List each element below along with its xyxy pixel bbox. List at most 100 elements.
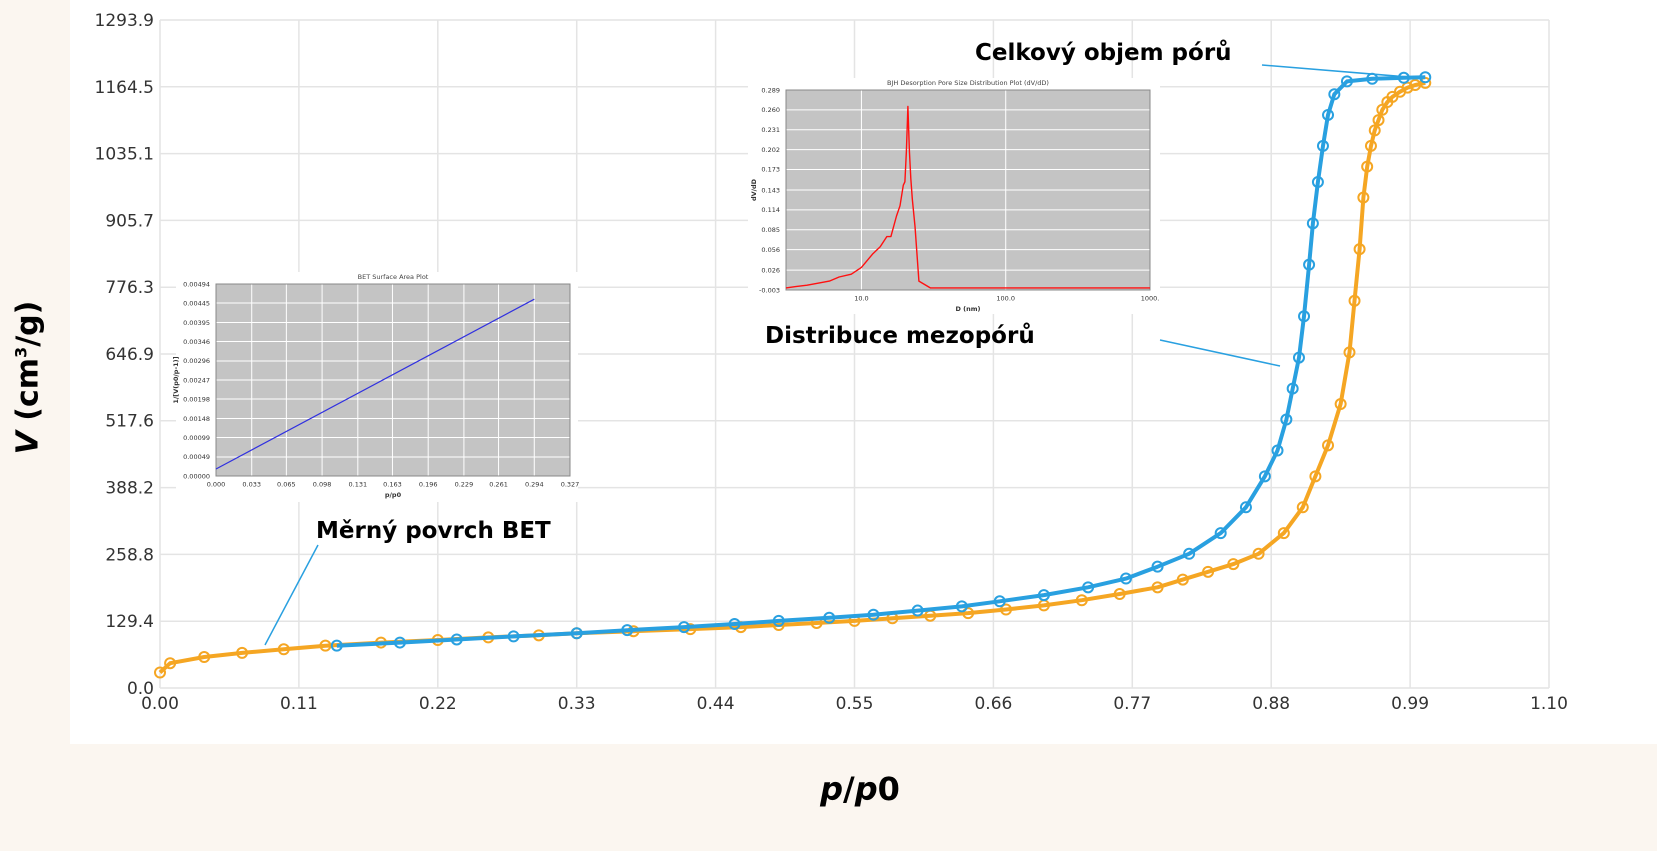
bet-inset-frame xyxy=(215,283,571,477)
bjh-inset-y-tick-label: 0.085 xyxy=(761,226,780,234)
isotherm-series-1-point xyxy=(1258,470,1271,483)
annotation-bet-surface: Měrný povrch BET xyxy=(316,518,551,544)
isotherm-series-1-point xyxy=(1292,351,1305,364)
isotherm-x-tick-label: 0.55 xyxy=(836,694,874,714)
isotherm-series-1-point xyxy=(1082,581,1095,594)
bet-inset-x-tick-label: 0.163 xyxy=(383,481,402,489)
bet-inset-y-tick-label: 0.00049 xyxy=(183,453,210,461)
bjh-inset-y-tick-label: 0.173 xyxy=(761,166,780,174)
isotherm-series-0-point xyxy=(1309,470,1322,483)
bet-inset-x-tick-label: 0.131 xyxy=(349,481,368,489)
bjh-inset-x-tick-label: 1000. xyxy=(1141,295,1160,303)
bet-inset-y-tick-label: 0.00494 xyxy=(183,280,210,288)
bet-inset-x-tick-label: 0.033 xyxy=(242,481,261,489)
bjh-inset-x-tick-label: 100.0 xyxy=(996,295,1015,303)
isotherm-series-0-point xyxy=(198,651,211,664)
bet-inset-x-tick-label: 0.000 xyxy=(207,481,226,489)
bet-inset-x-tick-label: 0.327 xyxy=(561,481,580,489)
isotherm-y-tick-label: 258.8 xyxy=(105,545,154,565)
isotherm-series-1-point xyxy=(1286,382,1299,395)
isotherm-series-0-point xyxy=(1353,243,1366,256)
isotherm-series-1-point xyxy=(450,633,463,646)
isotherm-y-tick-label: 1164.5 xyxy=(95,78,154,98)
isotherm-series-1-line xyxy=(336,75,1426,648)
x-axis-label: p/p0 xyxy=(820,770,900,808)
bjh-inset-group: 10.0 100.0 1000. -0.003 0.026 0.056 0.085 0.114… xyxy=(750,79,1159,313)
bjh-inset-y-tick-label: 0.056 xyxy=(761,246,780,254)
bjh-inset-x-tick-label: 10.0 xyxy=(854,295,868,303)
isotherm-x-tick-label: 0.77 xyxy=(1113,694,1151,714)
isotherm-series-0-point xyxy=(1277,527,1290,540)
isotherm-series-1-point xyxy=(570,627,583,640)
bet-inset-y-tick-label: 0.00247 xyxy=(183,376,210,384)
bet-inset-y-tick-label: 0.00296 xyxy=(183,357,210,365)
isotherm-y-tick-label: 776.3 xyxy=(105,278,154,298)
isotherm-series-0-point xyxy=(684,623,697,636)
isotherm-series-0-point xyxy=(236,646,249,659)
isotherm-series-1-point xyxy=(1280,413,1293,426)
isotherm-series-1-point xyxy=(1119,572,1132,585)
isotherm-y-tick-label: 517.6 xyxy=(105,412,154,432)
isotherm-series-1-point xyxy=(1151,560,1164,573)
isotherm-series-0-point xyxy=(1348,294,1361,307)
isotherm-series-0-point xyxy=(1322,439,1335,452)
isotherm-series-1-point xyxy=(1316,139,1329,152)
isotherm-series-0-point xyxy=(319,639,332,652)
isotherm-series-0-point xyxy=(1372,114,1385,127)
bjh-inset-series-0-line xyxy=(785,105,1150,289)
isotherm-y-tick-label: 646.9 xyxy=(105,345,154,365)
bjh-inset-x-axis-label: D (nm) xyxy=(955,305,980,313)
isotherm-series-0-point xyxy=(1357,191,1370,204)
bet-inset-y-tick-label: 0.00445 xyxy=(183,299,210,307)
isotherm-series-0-point xyxy=(1361,160,1374,173)
isotherm-series-1-point xyxy=(772,614,785,627)
bet-inset-x-tick-label: 0.065 xyxy=(277,481,296,489)
bjh-inset-y-tick-label: 0.026 xyxy=(761,266,780,274)
isotherm-series-1-point xyxy=(507,630,520,643)
annotation-mesopore-distribution: Distribuce mezopórů xyxy=(765,323,1035,349)
isotherm-series-0-point xyxy=(1151,581,1164,594)
bjh-inset-y-tick-label: 0.202 xyxy=(761,146,780,154)
bjh-inset-y-tick-label: -0.003 xyxy=(759,286,780,294)
bet-inset-x-tick-label: 0.294 xyxy=(525,481,544,489)
isotherm-series-0-point xyxy=(1296,501,1309,514)
bet-inset-x-tick-label: 0.098 xyxy=(313,481,332,489)
isotherm-series-0-point xyxy=(1343,346,1356,359)
bet-inset-y-tick-label: 0.00148 xyxy=(183,415,210,423)
bjh-inset-y-tick-label: 0.260 xyxy=(761,106,780,114)
isotherm-x-tick-label: 0.33 xyxy=(558,694,596,714)
bet-inset-y-tick-label: 0.00198 xyxy=(183,395,210,403)
isotherm-series-1-point xyxy=(1271,444,1284,457)
isotherm-series-1-point xyxy=(1322,108,1335,121)
isotherm-series-1-point xyxy=(1328,88,1341,101)
isotherm-x-tick-label: 0.88 xyxy=(1252,694,1290,714)
isotherm-y-tick-label: 1035.1 xyxy=(95,145,154,165)
isotherm-series-1-point xyxy=(1183,547,1196,560)
isotherm-series-0-point xyxy=(1113,588,1126,601)
bet-inset-y-tick-label: 0.00099 xyxy=(183,434,210,442)
isotherm-group: 0.00 0.11 0.22 0.33 0.44 0.55 0.66 0.77 0.88 0.99… xyxy=(95,11,1568,714)
bet-inset-y-tick-label: 0.00000 xyxy=(183,472,210,480)
bjh-inset-y-tick-label: 0.231 xyxy=(761,126,780,134)
isotherm-series-0-point xyxy=(1368,124,1381,137)
isotherm-series-1-point xyxy=(1214,527,1227,540)
isotherm-series-0-point xyxy=(1000,603,1013,616)
isotherm-series-1-point xyxy=(1239,501,1252,514)
leader-line-bet xyxy=(264,544,319,646)
isotherm-series-0-point xyxy=(1334,398,1347,411)
isotherm-series-1-point xyxy=(1419,71,1432,84)
isotherm-x-tick-label: 0.99 xyxy=(1391,694,1429,714)
bjh-inset-title: BJH Desorption Pore Size Distribution Pl… xyxy=(887,79,1049,87)
bet-inset-y-tick-label: 0.00395 xyxy=(183,319,210,327)
isotherm-series-0-point xyxy=(277,643,290,656)
isotherm-x-tick-label: 0.22 xyxy=(419,694,457,714)
isotherm-series-1-point xyxy=(728,617,741,630)
bjh-inset-y-axis-label: dV/dD xyxy=(750,178,758,201)
isotherm-series-1-point xyxy=(1037,589,1050,602)
bet-inset-y-tick-label: 0.00346 xyxy=(183,338,210,346)
bet-inset-x-tick-label: 0.229 xyxy=(455,481,474,489)
y-axis-label: V (cm3/g) xyxy=(10,300,46,455)
bjh-inset-y-tick-label: 0.289 xyxy=(761,86,780,94)
isotherm-series-0-point xyxy=(1227,558,1240,571)
